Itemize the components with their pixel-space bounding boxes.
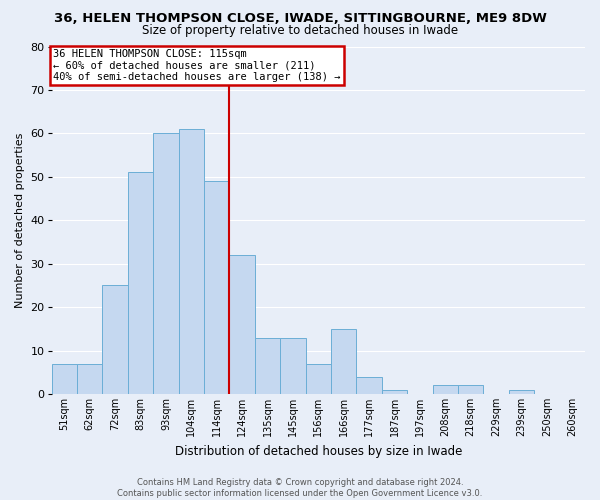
X-axis label: Distribution of detached houses by size in Iwade: Distribution of detached houses by size …: [175, 444, 462, 458]
Bar: [128, 172, 153, 394]
Text: 36 HELEN THOMPSON CLOSE: 115sqm
← 60% of detached houses are smaller (211)
40% o: 36 HELEN THOMPSON CLOSE: 115sqm ← 60% of…: [53, 48, 340, 82]
Bar: [179, 129, 204, 394]
Bar: [382, 390, 407, 394]
Bar: [305, 364, 331, 394]
Bar: [77, 364, 103, 394]
Text: Contains HM Land Registry data © Crown copyright and database right 2024.
Contai: Contains HM Land Registry data © Crown c…: [118, 478, 482, 498]
Bar: [356, 376, 382, 394]
Bar: [52, 364, 77, 394]
Text: Size of property relative to detached houses in Iwade: Size of property relative to detached ho…: [142, 24, 458, 37]
Bar: [509, 390, 534, 394]
Bar: [229, 255, 255, 394]
Text: 36, HELEN THOMPSON CLOSE, IWADE, SITTINGBOURNE, ME9 8DW: 36, HELEN THOMPSON CLOSE, IWADE, SITTING…: [53, 12, 547, 26]
Bar: [153, 134, 179, 394]
Bar: [204, 181, 229, 394]
Bar: [103, 286, 128, 394]
Y-axis label: Number of detached properties: Number of detached properties: [15, 132, 25, 308]
Bar: [280, 338, 305, 394]
Bar: [458, 386, 484, 394]
Bar: [331, 329, 356, 394]
Bar: [255, 338, 280, 394]
Bar: [433, 386, 458, 394]
